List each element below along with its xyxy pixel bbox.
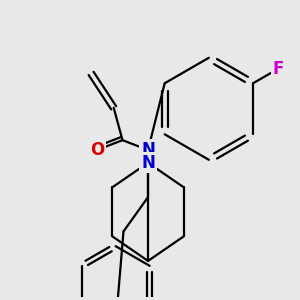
Text: N: N (141, 141, 155, 159)
Text: O: O (90, 141, 104, 159)
Text: F: F (273, 59, 284, 77)
Text: N: N (141, 154, 155, 172)
